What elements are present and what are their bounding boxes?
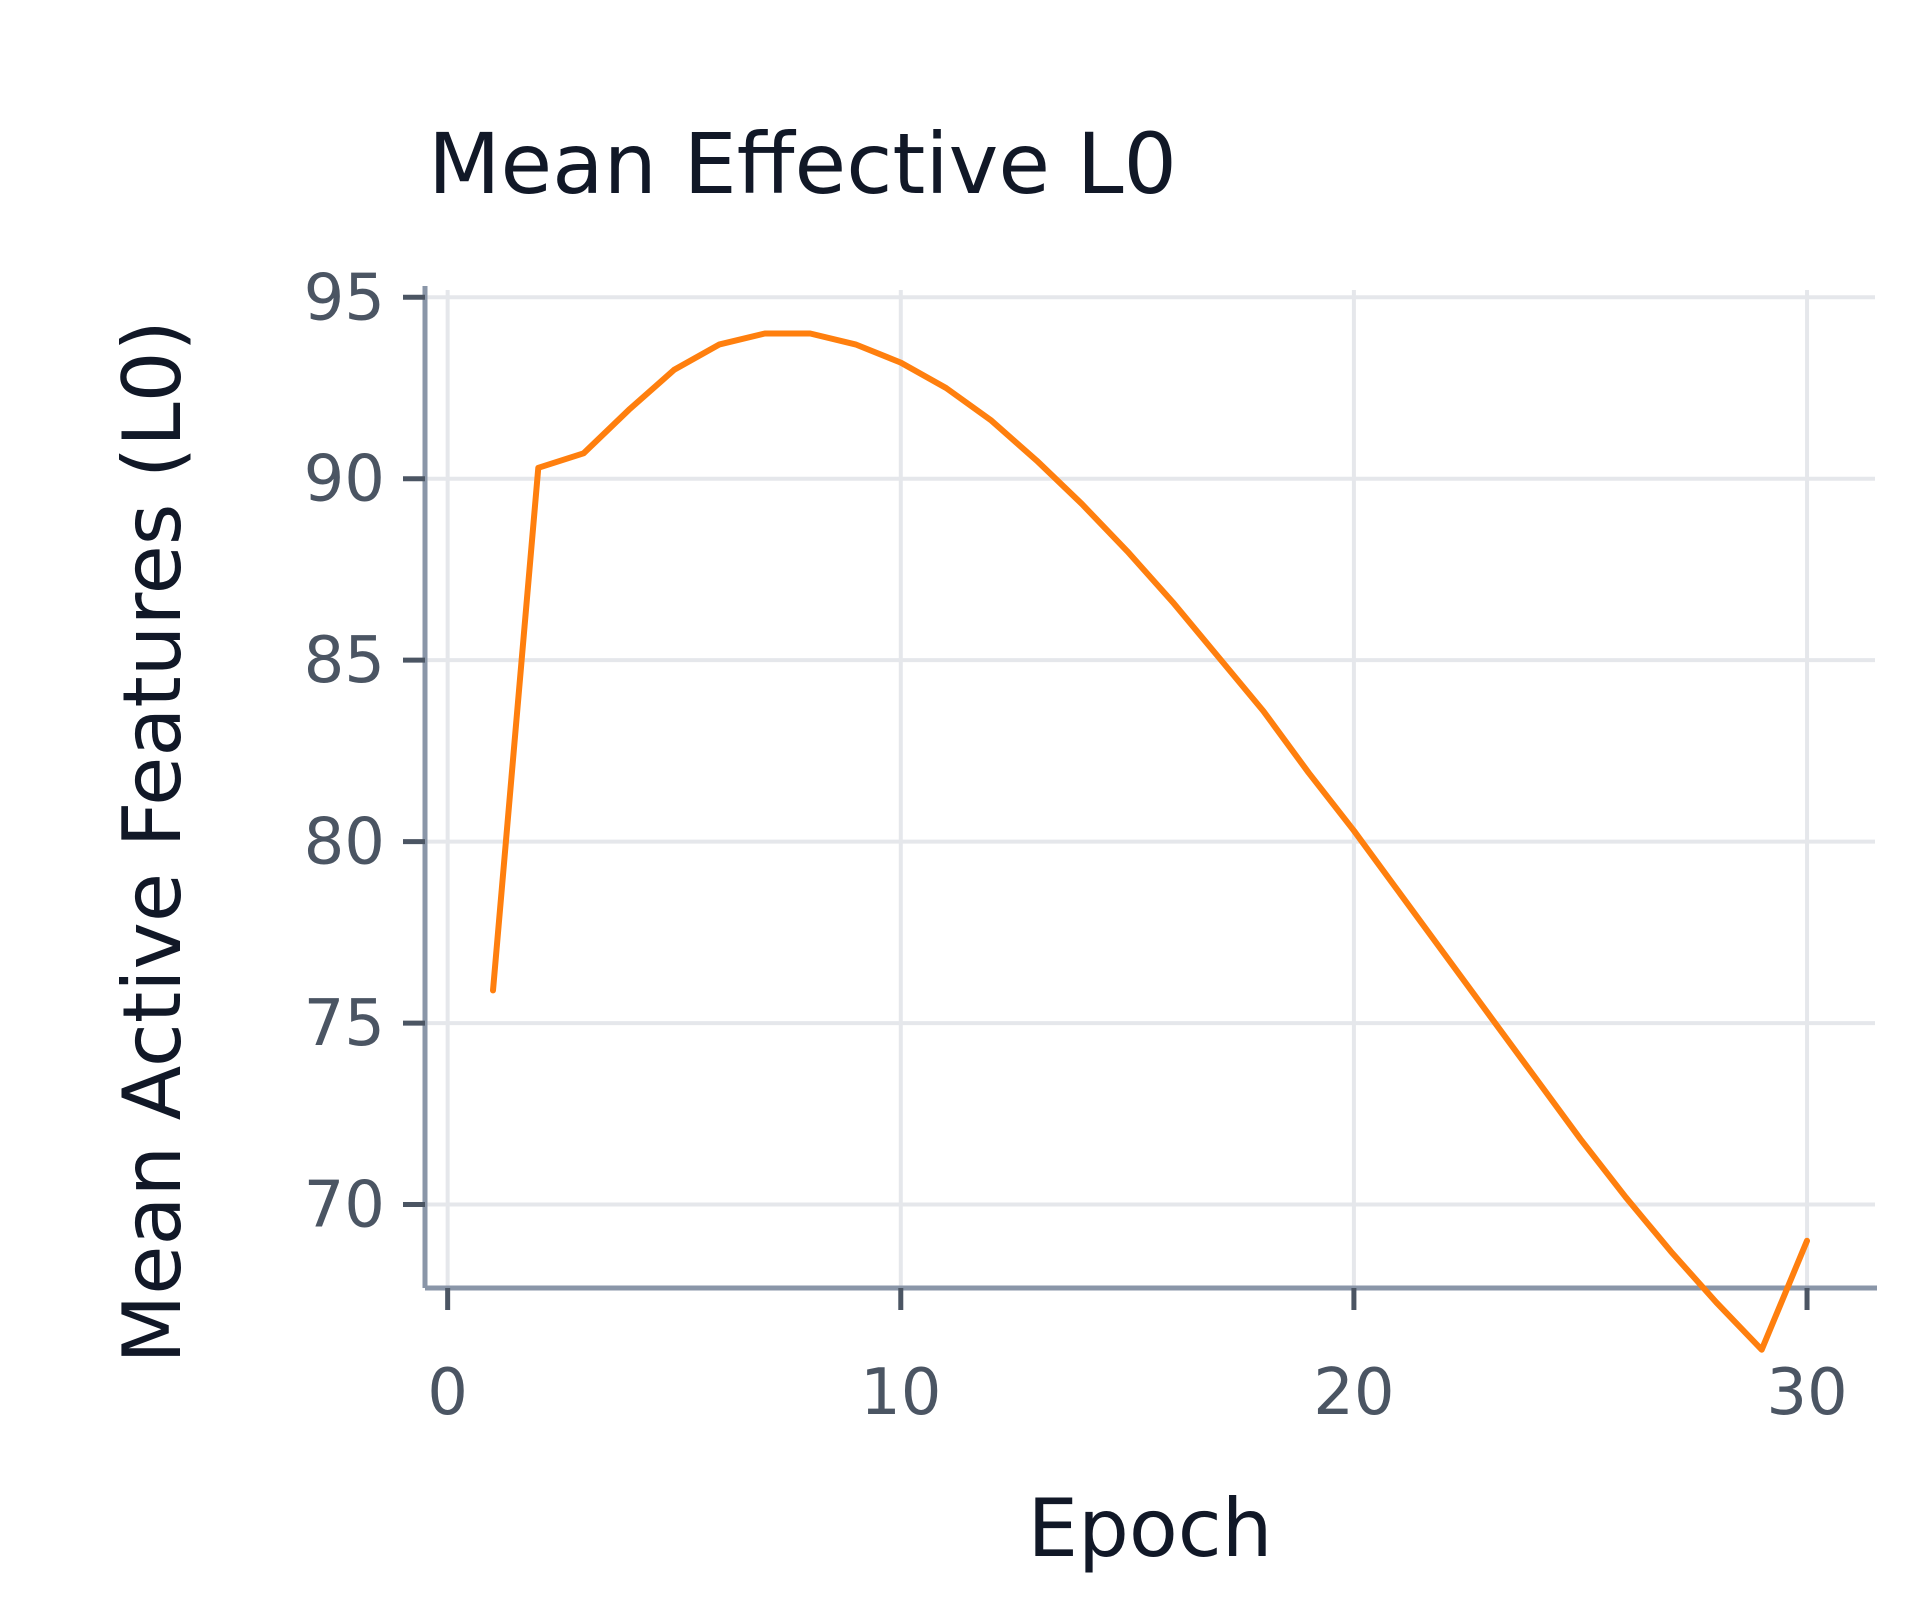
axes-layer xyxy=(422,286,1877,1291)
y-tick-label: 80 xyxy=(304,806,385,880)
y-tick-label: 95 xyxy=(304,261,385,335)
ticks-layer: 0 10 20 30 70 75 80 85 90 95 xyxy=(304,261,1848,1430)
y-tick-label: 75 xyxy=(304,987,385,1061)
x-tick-label: 20 xyxy=(1313,1356,1394,1430)
y-axis-label: Mean Active Features (L0) xyxy=(106,320,199,1364)
x-tick-label: 0 xyxy=(427,1356,468,1430)
x-tick-label: 30 xyxy=(1766,1356,1847,1430)
y-tick-label: 70 xyxy=(304,1169,385,1243)
x-axis-label: Epoch xyxy=(1028,1482,1273,1575)
series-layer xyxy=(490,330,1810,1353)
y-tick-label: 85 xyxy=(304,624,385,698)
chart-title: Mean Effective L0 xyxy=(428,115,1177,213)
grid-layer xyxy=(425,290,1875,1288)
x-tick-label: 10 xyxy=(860,1356,941,1430)
series-line xyxy=(490,330,1810,1353)
y-tick-label: 90 xyxy=(304,443,385,517)
